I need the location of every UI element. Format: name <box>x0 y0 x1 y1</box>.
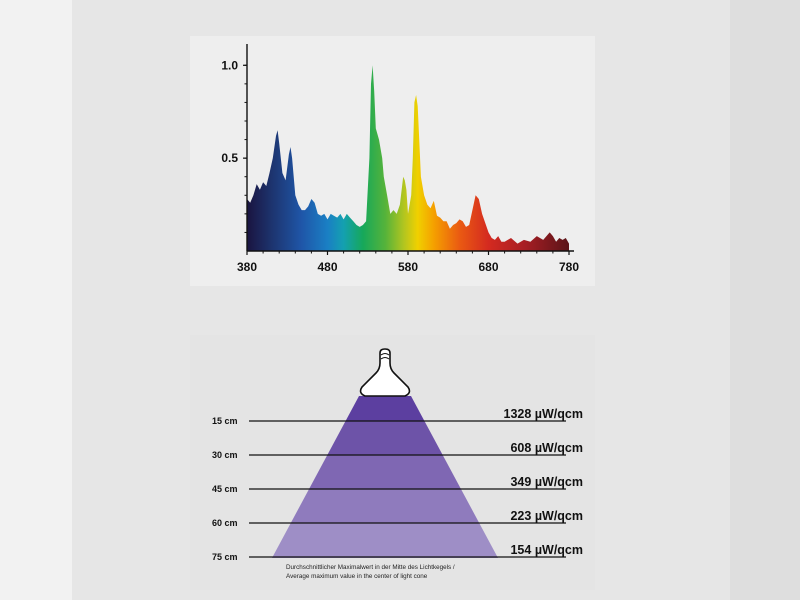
x-tick-label: 580 <box>398 260 418 274</box>
y-tick-label: 1.0 <box>221 58 238 72</box>
x-tick-label: 680 <box>478 260 498 274</box>
light-cone-diagram: 15 cm 1328 µW/qcm 30 cm 608 µW/qcm 45 cm 349 … <box>212 348 583 580</box>
distance-label: 30 cm <box>212 450 238 460</box>
left-margin <box>0 0 72 600</box>
x-tick-label: 380 <box>237 260 257 274</box>
light-cone-card: 15 cm 1328 µW/qcm 30 cm 608 µW/qcm 45 cm 349 … <box>190 335 595 590</box>
footnote-line-2: Average maximum value in the center of l… <box>286 573 428 580</box>
intensity-label: 608 µW/qcm <box>510 441 583 455</box>
distance-rows: 15 cm 1328 µW/qcm 30 cm 608 µW/qcm 45 cm 349 … <box>212 407 583 562</box>
bulb-icon <box>359 348 411 397</box>
spectrum-area-series <box>247 65 569 251</box>
spectrum-chart: 380 480 580 680 780 0.5 1.0 <box>221 44 579 274</box>
distance-label: 45 cm <box>212 484 238 494</box>
right-margin <box>730 0 800 600</box>
cone-band <box>290 489 480 523</box>
spectrum-plot-area <box>247 65 569 251</box>
cone-band <box>327 421 443 455</box>
cone-band <box>345 396 425 421</box>
x-tick-label: 480 <box>317 260 337 274</box>
spectrum-y-ticks: 0.5 1.0 <box>221 58 247 233</box>
footnote-line-1: Durchschnittlicher Maximalwert in der Mi… <box>286 564 455 571</box>
spectrum-x-ticks: 380 480 580 680 780 <box>237 251 579 274</box>
distance-label: 75 cm <box>212 552 238 562</box>
light-cone <box>272 396 498 558</box>
distance-label: 15 cm <box>212 416 238 426</box>
spectrum-axes <box>246 44 574 252</box>
cone-band <box>309 455 461 489</box>
intensity-label: 223 µW/qcm <box>510 509 583 523</box>
distance-label: 60 cm <box>212 518 238 528</box>
spectrum-chart-card: 380 480 580 680 780 0.5 1.0 <box>190 36 595 286</box>
intensity-label: 1328 µW/qcm <box>504 407 583 421</box>
y-tick-label: 0.5 <box>221 151 238 165</box>
intensity-label: 154 µW/qcm <box>510 543 583 557</box>
cone-band <box>272 523 498 558</box>
x-tick-label: 780 <box>559 260 579 274</box>
intensity-label: 349 µW/qcm <box>510 475 583 489</box>
